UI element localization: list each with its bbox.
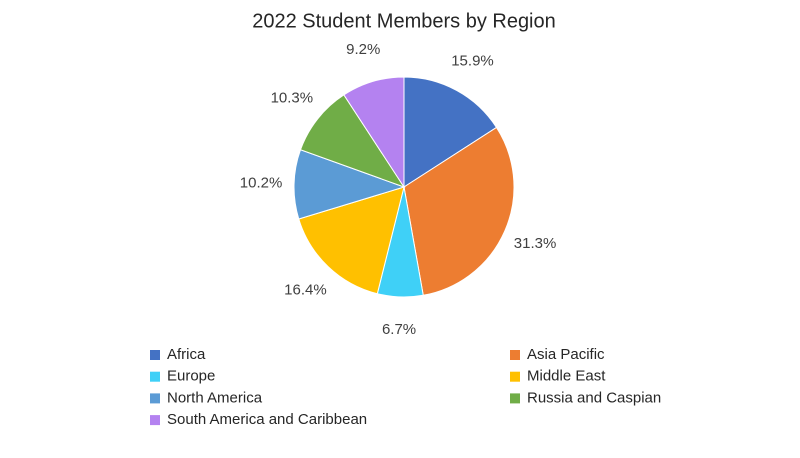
data-label: 15.9% (451, 52, 494, 69)
legend-label: Europe (167, 368, 215, 385)
data-label: 16.4% (284, 282, 327, 299)
data-label: 31.3% (514, 235, 557, 252)
legend-swatch (510, 371, 520, 382)
pie-slice (299, 94, 406, 188)
pie-slice (343, 76, 405, 189)
legend-swatch (510, 393, 520, 404)
data-label: 10.2% (240, 174, 283, 191)
legend-swatch (510, 350, 520, 360)
pie-slice (403, 126, 515, 296)
chart-title: 2022 Student Members by Region (252, 10, 556, 32)
legend-swatch (150, 371, 160, 382)
pie-slice (298, 186, 405, 295)
data-label: 10.3% (271, 89, 314, 106)
legend-label: Russia and Caspian (527, 389, 661, 406)
legend-label: South America and Caribbean (167, 411, 367, 428)
legend-label: Asia Pacific (527, 346, 605, 363)
data-label: 6.7% (382, 321, 416, 338)
data-label: 9.2% (346, 41, 380, 58)
legend-label: Middle East (527, 368, 606, 385)
legend-swatch (150, 393, 160, 404)
legend-label: North America (167, 389, 263, 406)
legend-label: Africa (167, 346, 206, 363)
legend-swatch (150, 350, 160, 360)
pie-slice (293, 149, 406, 220)
pie-slice (403, 76, 498, 188)
legend-swatch (150, 415, 160, 426)
